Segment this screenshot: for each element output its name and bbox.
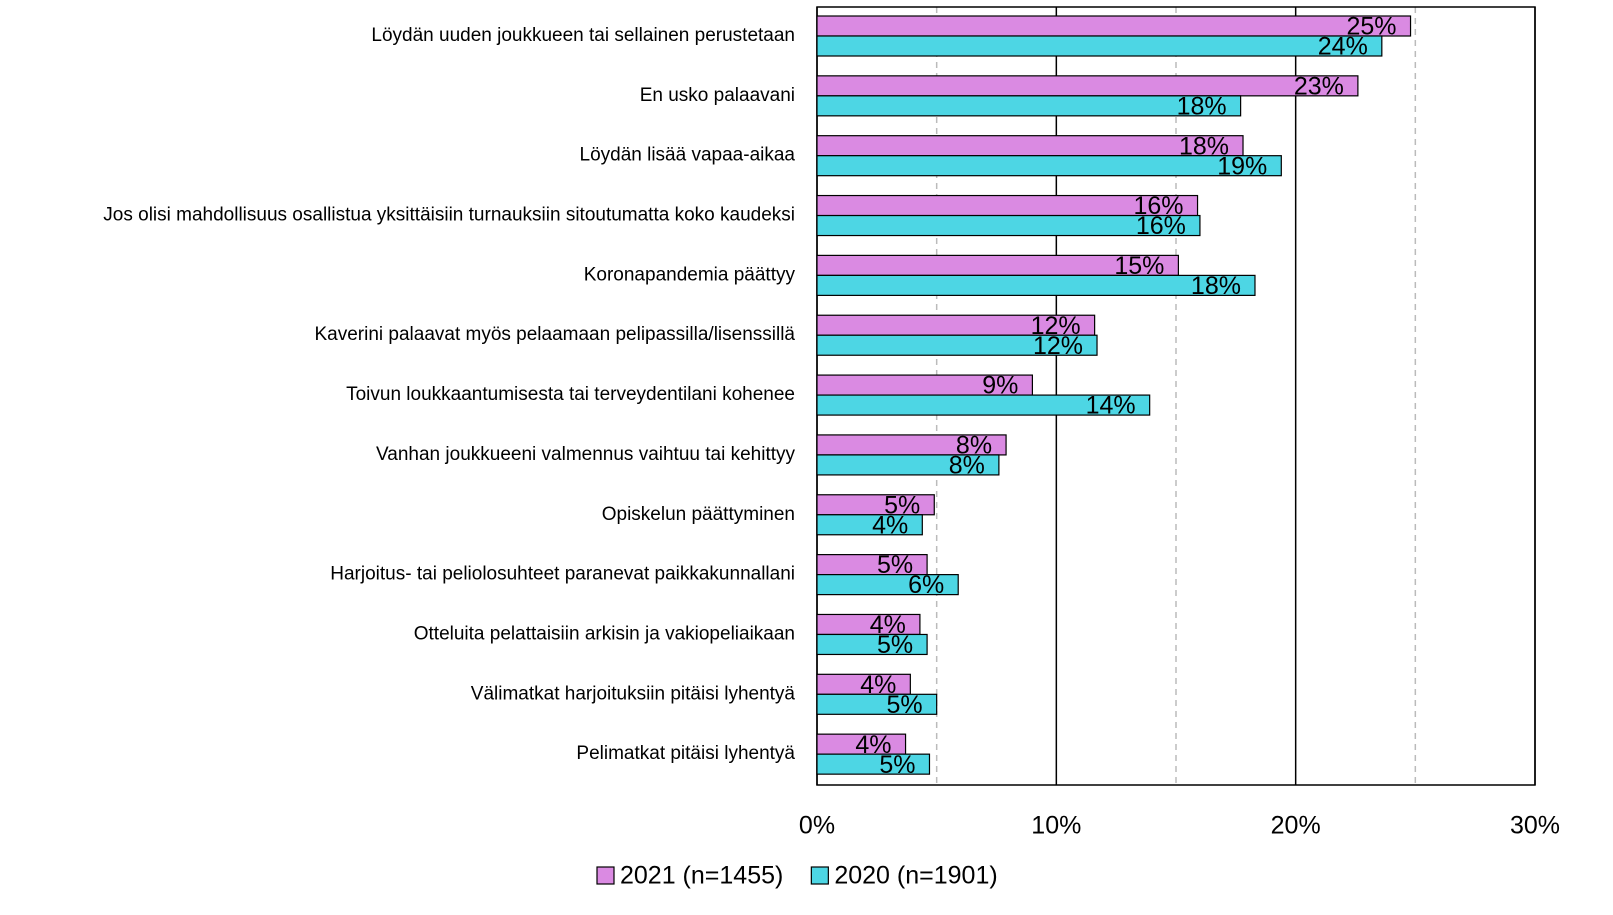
category-label: Pelimatkat pitäisi lyhentyä [576,743,795,764]
value-label: 12% [1033,332,1083,360]
bar [816,274,1256,296]
value-label: 18% [1177,92,1227,120]
value-label: 24% [1318,33,1368,61]
value-label: 5% [879,751,915,779]
category-label: Välimatkat harjoituksiin pitäisi lyhenty… [471,683,796,704]
bar [816,574,959,596]
value-label: 18% [1191,272,1241,300]
bar [816,633,928,656]
value-label: 19% [1217,152,1267,180]
bar [816,753,931,775]
bar [816,454,1000,476]
x-tick-label: 30% [1510,812,1560,840]
value-label: 23% [1294,72,1344,100]
category-label: Otteluita pelattaisiin arkisin ja vakiop… [414,623,795,644]
bar [816,334,1098,356]
value-label: 5% [887,691,923,719]
category-label: Löydän uuden joukkueen tai sellainen per… [371,25,795,46]
value-label: 14% [1086,392,1136,420]
legend-label: 2020 (n=1901) [834,862,997,890]
value-label: 16% [1136,212,1186,240]
x-tick-label: 10% [1031,812,1081,840]
category-label: Jos olisi mahdollisuus osallistua yksitt… [103,205,795,226]
category-label: Koronapandemia päättyy [584,264,796,285]
category-label: Kaverini palaavat myös pelaamaan pelipas… [314,324,795,345]
bar [816,35,1383,57]
bar [816,693,938,715]
x-tick-label: 0% [799,812,835,840]
value-label: 5% [877,631,913,659]
bar [816,75,1359,97]
legend-swatch [596,866,615,885]
category-label: En usko palaavani [640,85,795,106]
category-label: Toivun loukkaantumisesta tai terveydenti… [346,384,795,405]
x-tick-label: 20% [1271,812,1321,840]
bar [816,394,1151,416]
value-label: 4% [872,511,908,539]
category-label: Harjoitus- tai peliolosuhteet paranevat … [330,564,795,585]
category-label: Opiskelun päättyminen [602,504,795,525]
bar [816,214,1201,237]
bar [816,514,923,536]
legend-swatch [810,866,829,885]
value-label: 8% [949,452,985,480]
bar [816,155,1282,177]
category-label: Löydän lisää vapaa-aikaa [580,145,796,166]
bar [816,95,1242,117]
category-label: Vanhan joukkueeni valmennus vaihtuu tai … [376,444,795,465]
legend-label: 2021 (n=1455) [620,862,783,890]
value-label: 6% [908,571,944,599]
